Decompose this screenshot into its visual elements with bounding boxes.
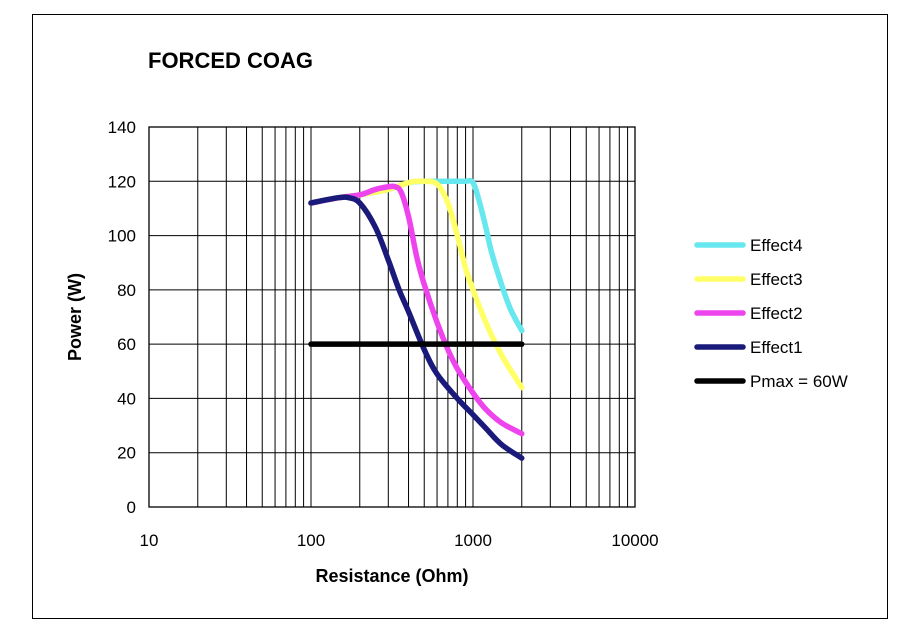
y-tick-label: 140: [108, 118, 136, 137]
legend-label: Effect3: [750, 270, 803, 289]
y-tick-label: 120: [108, 172, 136, 191]
legend-label: Pmax = 60W: [750, 372, 848, 391]
y-tick-label: 80: [117, 281, 136, 300]
x-tick-label: 100: [297, 531, 325, 550]
y-axis-label: Power (W): [65, 273, 85, 361]
series-line-effect3: [311, 181, 522, 388]
y-tick-label: 60: [117, 335, 136, 354]
series-line-effect2: [311, 186, 522, 434]
y-tick-label: 20: [117, 444, 136, 463]
legend-label: Effect2: [750, 304, 803, 323]
chart: FORCED COAG 10 100 1000 10000 0 20 40 60 80 100 12…: [0, 0, 914, 643]
legend-label: Effect4: [750, 236, 803, 255]
y-tick-label: 40: [117, 389, 136, 408]
chart-title: FORCED COAG: [148, 48, 313, 73]
x-tick-label: 10: [140, 531, 159, 550]
y-tick-label: 0: [127, 498, 136, 517]
x-axis-label: Resistance (Ohm): [315, 566, 468, 586]
tick-labels: 10 100 1000 10000 0 20 40 60 80 100 120 140: [108, 118, 659, 550]
x-tick-label: 1000: [454, 531, 492, 550]
series-group: [311, 181, 522, 458]
legend: Effect4 Effect3 Effect2 Effect1 Pmax = 60W: [697, 236, 848, 391]
x-tick-label: 10000: [611, 531, 658, 550]
legend-label: Effect1: [750, 338, 803, 357]
y-tick-label: 100: [108, 227, 136, 246]
